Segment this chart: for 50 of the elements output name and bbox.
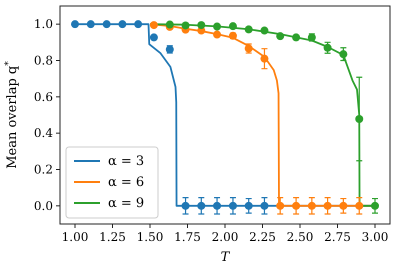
y-tick-label: 0.0 xyxy=(34,198,53,213)
legend-label: α = 6 xyxy=(108,175,144,190)
point xyxy=(371,202,379,210)
x-tick-label: 1.75 xyxy=(174,230,201,244)
point xyxy=(197,21,206,30)
point xyxy=(118,20,126,28)
point xyxy=(244,25,253,34)
x-axis-title: T xyxy=(220,250,231,265)
point xyxy=(71,20,79,28)
x-tick-label: 2.75 xyxy=(324,230,351,244)
point xyxy=(228,202,237,210)
point xyxy=(182,21,190,30)
y-tick-label: 0.8 xyxy=(34,54,53,68)
x-tick-label: 3.00 xyxy=(362,230,388,244)
point xyxy=(197,202,206,210)
point xyxy=(324,202,332,210)
point xyxy=(260,54,268,63)
legend-label: α = 9 xyxy=(108,196,144,211)
x-tick-label: 1.25 xyxy=(99,230,126,244)
point xyxy=(308,202,316,210)
point xyxy=(213,30,222,39)
point xyxy=(260,202,268,210)
point xyxy=(292,33,300,42)
point xyxy=(292,202,300,210)
point xyxy=(260,26,268,35)
point xyxy=(182,202,190,210)
point xyxy=(276,32,284,40)
x-tick-label: 2.25 xyxy=(249,230,276,244)
legend-label: α = 3 xyxy=(108,154,144,169)
point xyxy=(355,202,364,210)
y-tick-label: 0.2 xyxy=(34,162,53,176)
point xyxy=(213,22,222,31)
point xyxy=(276,202,284,210)
point xyxy=(228,22,237,30)
x-tick-label: 1.50 xyxy=(136,230,164,244)
y-tick-label: 0.4 xyxy=(34,126,54,140)
y-tick-label: 1.0 xyxy=(34,17,53,32)
x-tick-label: 2.00 xyxy=(212,230,238,244)
point xyxy=(213,202,222,210)
x-tick-label: 2.50 xyxy=(286,230,314,244)
point xyxy=(102,20,111,28)
point xyxy=(244,202,253,210)
point xyxy=(134,20,142,28)
x-tick-label: 1.00 xyxy=(62,230,88,244)
point xyxy=(86,20,95,28)
point xyxy=(355,114,364,123)
point xyxy=(339,50,348,58)
point xyxy=(339,202,348,210)
point xyxy=(150,21,158,30)
y-tick-label: 0.6 xyxy=(34,90,53,104)
